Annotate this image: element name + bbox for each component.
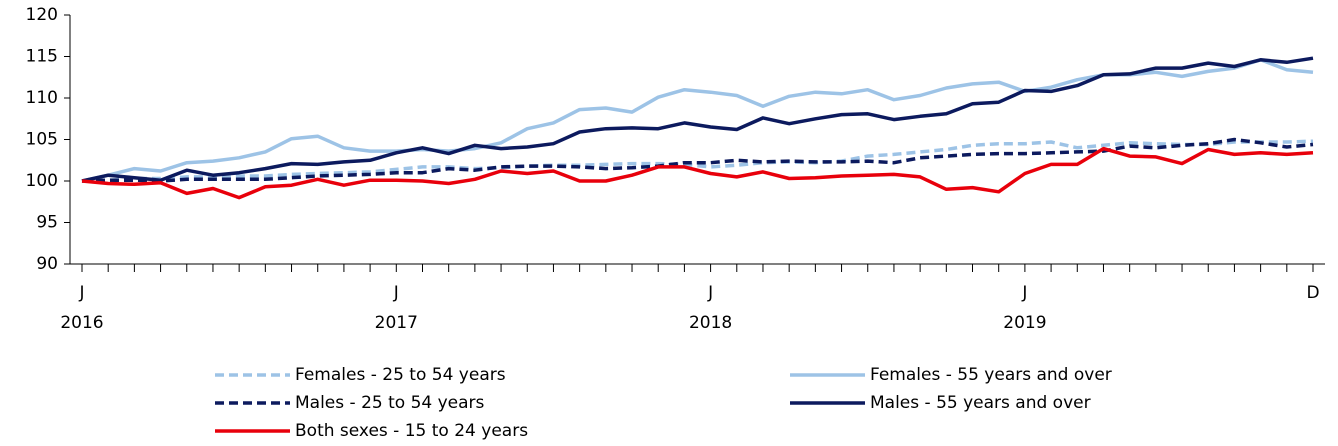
x-group-label: 2018 [689, 313, 732, 333]
x-tick-label: J [393, 283, 399, 303]
y-tick-label: 115 [26, 47, 58, 67]
legend-label: Females - 25 to 54 years [295, 365, 506, 385]
legend-label: Females - 55 years and over [870, 365, 1112, 385]
y-tick-label: 100 [26, 171, 58, 191]
x-group-label: 2019 [1003, 313, 1046, 333]
x-group-label: 2016 [60, 313, 103, 333]
x-tick-label: D [1306, 283, 1319, 303]
y-tick-label: 110 [26, 88, 58, 108]
series-line [81, 56, 1314, 183]
series-line [81, 146, 1314, 200]
y-tick-label: 95 [36, 213, 58, 233]
x-tick-label: J [1021, 283, 1027, 303]
x-tick-label: J [78, 283, 84, 303]
series-line [81, 139, 1314, 183]
legend-label: Both sexes - 15 to 24 years [295, 421, 528, 441]
x-group-label: 2017 [375, 313, 418, 333]
legend-label: Males - 55 years and over [870, 393, 1091, 413]
legend-label: Males - 25 to 54 years [295, 393, 485, 413]
y-tick-label: 120 [26, 5, 58, 25]
y-tick-label: 90 [36, 254, 58, 274]
y-tick-label: 105 [26, 130, 58, 150]
x-tick-label: J [707, 283, 713, 303]
